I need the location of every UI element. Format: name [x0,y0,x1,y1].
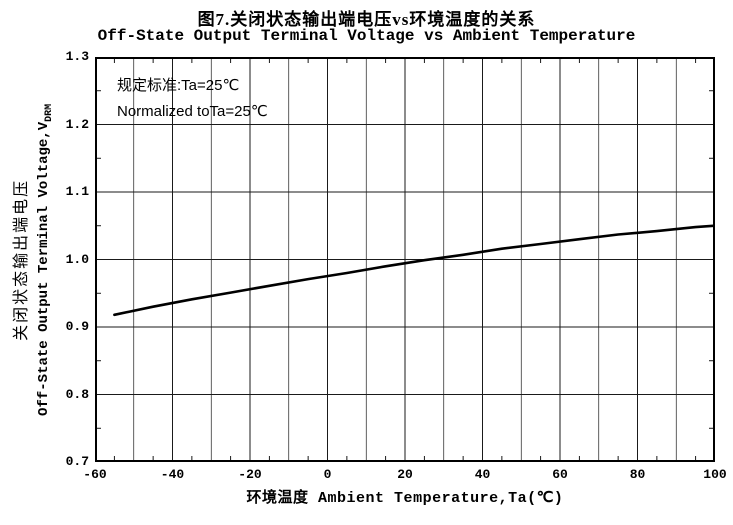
x-tick-label: 40 [474,467,491,482]
x-tick-label: -40 [160,467,185,482]
y-tick-label: 0.8 [65,386,89,402]
x-tick-label: 0 [323,467,332,482]
y-tick-label: 1.0 [65,251,89,267]
x-tick-label: 80 [629,467,646,482]
y-axis-label-chinese: 关闭状态输出端电压 [13,178,31,341]
y-tick-label: 1.2 [65,116,89,132]
x-tick-label: -60 [83,467,107,482]
y-tick-label: 0.7 [65,454,89,469]
annotation-line-1: 规定标准:Ta=25℃ [117,77,240,94]
x-tick-label: 100 [703,467,727,482]
chart-title-english: Off-State Output Terminal Voltage vs Amb… [97,27,636,45]
data-curve [113,224,715,317]
y-tick-label: 1.3 [65,49,89,64]
annotation-note: 规定标准:Ta=25℃ Normalized toTa=25℃ [117,73,268,125]
plot-area [95,57,715,462]
chart-title-chinese: 图7.关闭状态输出端电压vs环境温度的关系 [197,10,536,29]
annotation-line-2: Normalized toTa=25℃ [117,103,268,120]
x-tick-label: 60 [552,467,568,482]
y-tick-label: 1.1 [65,184,89,199]
y-tick-label: 0.9 [65,319,89,334]
x-tick-label: 20 [397,467,413,482]
chart-svg [95,57,715,462]
x-tick-label: -20 [238,467,262,482]
x-axis-label: 环境温度 Ambient Temperature,Ta(℃) [246,490,564,507]
